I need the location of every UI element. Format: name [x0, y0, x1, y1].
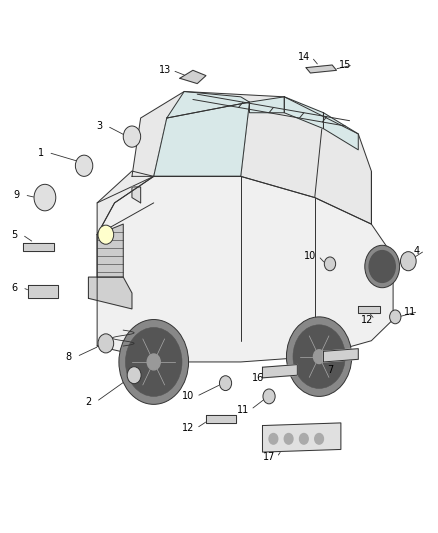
Circle shape — [127, 367, 141, 384]
Circle shape — [293, 325, 345, 389]
Text: 6: 6 — [11, 282, 18, 293]
Circle shape — [369, 251, 395, 282]
Text: 5: 5 — [11, 230, 18, 240]
Circle shape — [390, 310, 401, 324]
Circle shape — [286, 317, 352, 397]
Circle shape — [315, 433, 323, 444]
Text: 14: 14 — [298, 52, 310, 62]
Text: 15: 15 — [339, 60, 351, 70]
Polygon shape — [250, 97, 284, 113]
Polygon shape — [284, 97, 323, 128]
Circle shape — [34, 184, 56, 211]
Text: 11: 11 — [237, 405, 249, 415]
Circle shape — [300, 433, 308, 444]
Polygon shape — [132, 187, 141, 203]
Circle shape — [125, 327, 182, 397]
Polygon shape — [262, 365, 297, 378]
Text: 1: 1 — [38, 148, 44, 158]
Text: 2: 2 — [85, 397, 92, 407]
Text: 9: 9 — [14, 190, 20, 200]
Polygon shape — [154, 102, 250, 176]
Text: 17: 17 — [263, 453, 275, 463]
Circle shape — [324, 257, 336, 271]
Text: 16: 16 — [252, 373, 264, 383]
Polygon shape — [132, 92, 371, 224]
Circle shape — [365, 245, 399, 288]
Circle shape — [119, 319, 188, 405]
Text: 4: 4 — [414, 246, 420, 256]
Text: 7: 7 — [327, 365, 333, 375]
Text: 12: 12 — [182, 423, 195, 433]
Text: 3: 3 — [96, 121, 102, 131]
Circle shape — [147, 354, 160, 370]
Circle shape — [284, 433, 293, 444]
Circle shape — [314, 350, 325, 364]
Text: 13: 13 — [159, 66, 171, 75]
Text: 12: 12 — [361, 314, 373, 325]
Circle shape — [269, 433, 278, 444]
Text: 10: 10 — [182, 391, 194, 401]
Circle shape — [98, 334, 114, 353]
Circle shape — [98, 225, 114, 244]
Polygon shape — [323, 349, 358, 362]
Polygon shape — [97, 171, 154, 235]
Polygon shape — [28, 285, 58, 298]
Polygon shape — [88, 277, 132, 309]
Circle shape — [75, 155, 93, 176]
Circle shape — [219, 376, 232, 391]
Text: 11: 11 — [404, 306, 417, 317]
Polygon shape — [97, 224, 123, 277]
Polygon shape — [358, 306, 380, 313]
Polygon shape — [167, 92, 250, 118]
Circle shape — [123, 126, 141, 147]
Polygon shape — [262, 423, 341, 452]
Polygon shape — [97, 176, 393, 362]
Polygon shape — [180, 70, 206, 84]
Circle shape — [263, 389, 275, 404]
Circle shape — [400, 252, 416, 271]
Polygon shape — [323, 113, 358, 150]
Text: 8: 8 — [66, 352, 72, 361]
Polygon shape — [23, 243, 53, 251]
Polygon shape — [306, 65, 336, 73]
Polygon shape — [206, 415, 237, 423]
Text: 10: 10 — [304, 251, 317, 261]
